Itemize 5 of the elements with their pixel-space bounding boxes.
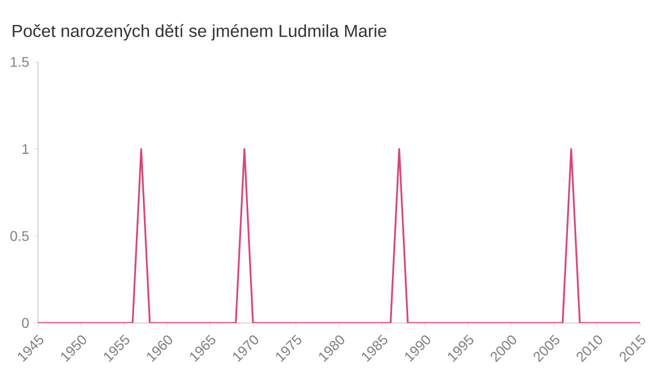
y-tick-label: 0.5 [10,231,29,241]
y-tick-label: 0 [22,318,29,328]
y-tick-label: 1 [22,144,29,154]
chart-title: Počet narozených dětí se jménem Ludmila Marie [12,24,386,41]
y-tick-label: 1.5 [10,57,29,67]
